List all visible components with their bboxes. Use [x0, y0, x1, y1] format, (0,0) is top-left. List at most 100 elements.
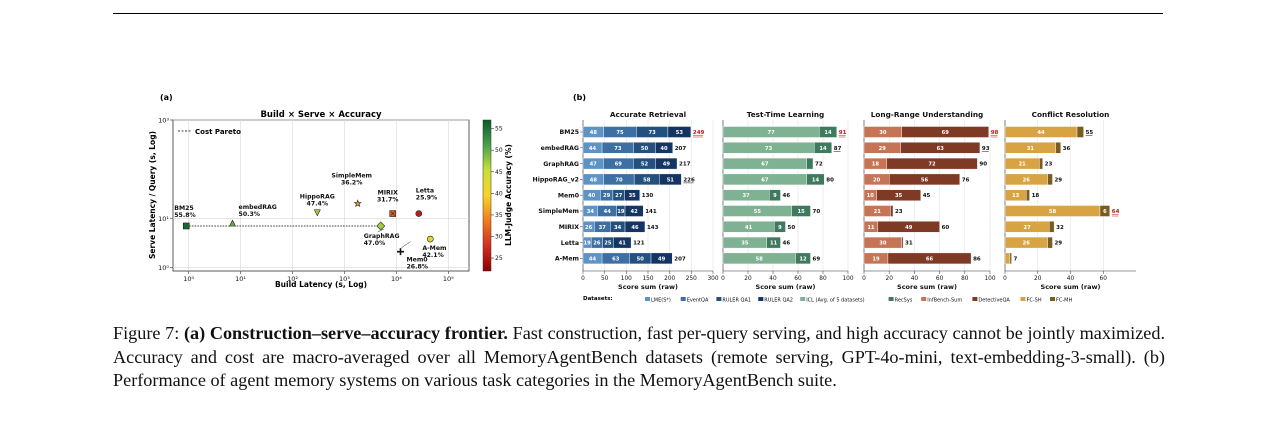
- bar-segment-label: 40: [660, 146, 668, 152]
- system-label: A-Mem: [555, 256, 579, 263]
- bar-segment-label: 25: [604, 241, 612, 247]
- x-tick-label: 50: [601, 276, 609, 282]
- x-tick-label: 10¹: [235, 275, 246, 283]
- bar-segment: [900, 142, 981, 154]
- bar-segment-label: 73: [765, 146, 773, 152]
- bar-segment-label: 47: [590, 162, 598, 168]
- colorbar-tick-label: 35: [495, 212, 503, 219]
- bar-total-label: 29: [1054, 241, 1062, 247]
- bar-segment: [1076, 126, 1084, 138]
- point-mem0: [397, 248, 405, 256]
- bar-segment: [659, 173, 682, 186]
- bar-total-label: 64: [1112, 209, 1120, 215]
- bar-segment: [889, 173, 960, 186]
- panel-b-label: (b): [573, 93, 586, 102]
- bar-segment: [819, 126, 837, 138]
- bar-segment-label: 69: [942, 130, 950, 136]
- bar-segment: [613, 236, 632, 249]
- panel-a-ticks: 10⁰ 10¹ 10² 10³ 10⁴ 10⁵ 10⁰ 10¹ 10³: [158, 117, 454, 284]
- bar-segment-label: 55: [754, 209, 762, 215]
- bar-total-label: 32: [1056, 225, 1064, 231]
- bar-segment-label: 75: [616, 130, 624, 136]
- bar-segment-label: 48: [590, 177, 598, 183]
- x-tick-label: 40: [769, 276, 777, 282]
- bar-segment-label: 12: [799, 256, 807, 262]
- point-letta: [415, 210, 423, 217]
- bar-segment-label: 19: [583, 241, 591, 247]
- bar-segment: [1049, 221, 1055, 233]
- point-mirix-x: [390, 211, 395, 216]
- subplot-xlabel: Score sum (raw): [897, 283, 957, 291]
- bar-segment-label: 67: [761, 177, 769, 183]
- point-accuracy-label: 25.9%: [416, 195, 437, 202]
- legend-entry-label: RULER QA2: [764, 298, 793, 304]
- bar-segment: [1047, 236, 1053, 249]
- bar-segment: [766, 236, 781, 249]
- bar-segment-label: 77: [768, 130, 776, 136]
- bar-total-label: 226: [683, 177, 695, 183]
- system-label: SimpleMem: [538, 208, 579, 215]
- y-tick-label: 10³: [158, 117, 169, 125]
- bar-segment: [876, 189, 921, 201]
- x-tick-label: 20: [744, 276, 752, 282]
- x-tick-label: 100: [984, 276, 995, 282]
- panel-a-plot-frame: [172, 119, 470, 272]
- bar-segment-label: 29: [879, 146, 887, 152]
- x-tick-label: 80: [819, 276, 827, 282]
- datasets-label: Datasets:: [583, 296, 613, 302]
- bar-segment-label: 58: [1049, 209, 1057, 215]
- legend-entry-label: LME(S*): [651, 298, 671, 304]
- bar-total-label: 31: [905, 241, 913, 247]
- bar-segment-label: 40: [588, 193, 596, 199]
- legend-swatch: [972, 297, 978, 301]
- legend-entry-label: RULER QA1: [722, 298, 751, 304]
- bar-segment-label: 44: [589, 256, 597, 262]
- bar-total-label: 70: [813, 209, 821, 215]
- legend-swatch: [680, 297, 686, 301]
- point-name-label: HippoRAG: [300, 194, 335, 201]
- bar-segment: [650, 252, 673, 265]
- bar-total-label: 29: [1054, 177, 1062, 183]
- panel-a-title: Build × Serve × Accuracy: [260, 110, 382, 120]
- bar-segment-label: 37: [743, 193, 751, 199]
- bar-segment-label: 31: [1027, 146, 1035, 152]
- subplot-xlabel: Score sum (raw): [756, 283, 816, 291]
- bar-segment-label: 35: [741, 241, 749, 247]
- colorbar: [482, 119, 492, 272]
- colorbar-tick-label: 50: [495, 147, 503, 154]
- subplot-2: Long-Range Understanding 0 20 40 60 80 100 Scor…: [862, 110, 998, 291]
- subplot-title: Conflict Resolution: [1032, 110, 1110, 119]
- bar-segment-label: 50: [637, 256, 645, 262]
- point-accuracy-label: 26.8%: [407, 264, 428, 271]
- bar-segment-label: 34: [614, 225, 622, 231]
- bar-segment: [877, 221, 940, 233]
- legend-entry-label: ICL (Avg. of 5 datasets): [806, 298, 864, 304]
- top-rule: [113, 13, 1163, 14]
- caption-body: Fast construction, fast per-query servin…: [113, 323, 1165, 390]
- legend-entry-label: FC-SH: [1027, 298, 1042, 304]
- bar-segment: [806, 157, 814, 170]
- system-label: Mem0: [558, 192, 580, 199]
- panel-a-label: (a): [160, 93, 173, 102]
- bar-total-label: 23: [895, 209, 903, 215]
- bar-segment: [886, 157, 978, 170]
- point-accuracy-label: 47.0%: [364, 240, 385, 247]
- bar-segment-label: 41: [745, 225, 753, 231]
- bar-segment-label: 46: [631, 225, 639, 231]
- point-graphrag: [376, 221, 386, 231]
- bar-segment-label: 26: [585, 225, 593, 231]
- x-tick-label: 0: [1003, 276, 1007, 282]
- bar-segment: [1047, 173, 1053, 186]
- bar-segment: [887, 252, 972, 265]
- bar-total-label: 207: [674, 256, 686, 262]
- x-tick-label: 200: [664, 276, 675, 282]
- subplot-xlabel: Score sum (raw): [618, 283, 678, 291]
- colorbar-label: LLM-Judge Accuracy (%): [504, 144, 513, 246]
- point-name-label: Letta: [416, 188, 434, 195]
- bar-segment-label: 14: [819, 146, 827, 152]
- x-tick-label: 150: [642, 276, 653, 282]
- bar-segment: [791, 205, 811, 217]
- bar-segment-label: 29: [603, 193, 611, 199]
- bar-segment-label: 20: [873, 177, 881, 183]
